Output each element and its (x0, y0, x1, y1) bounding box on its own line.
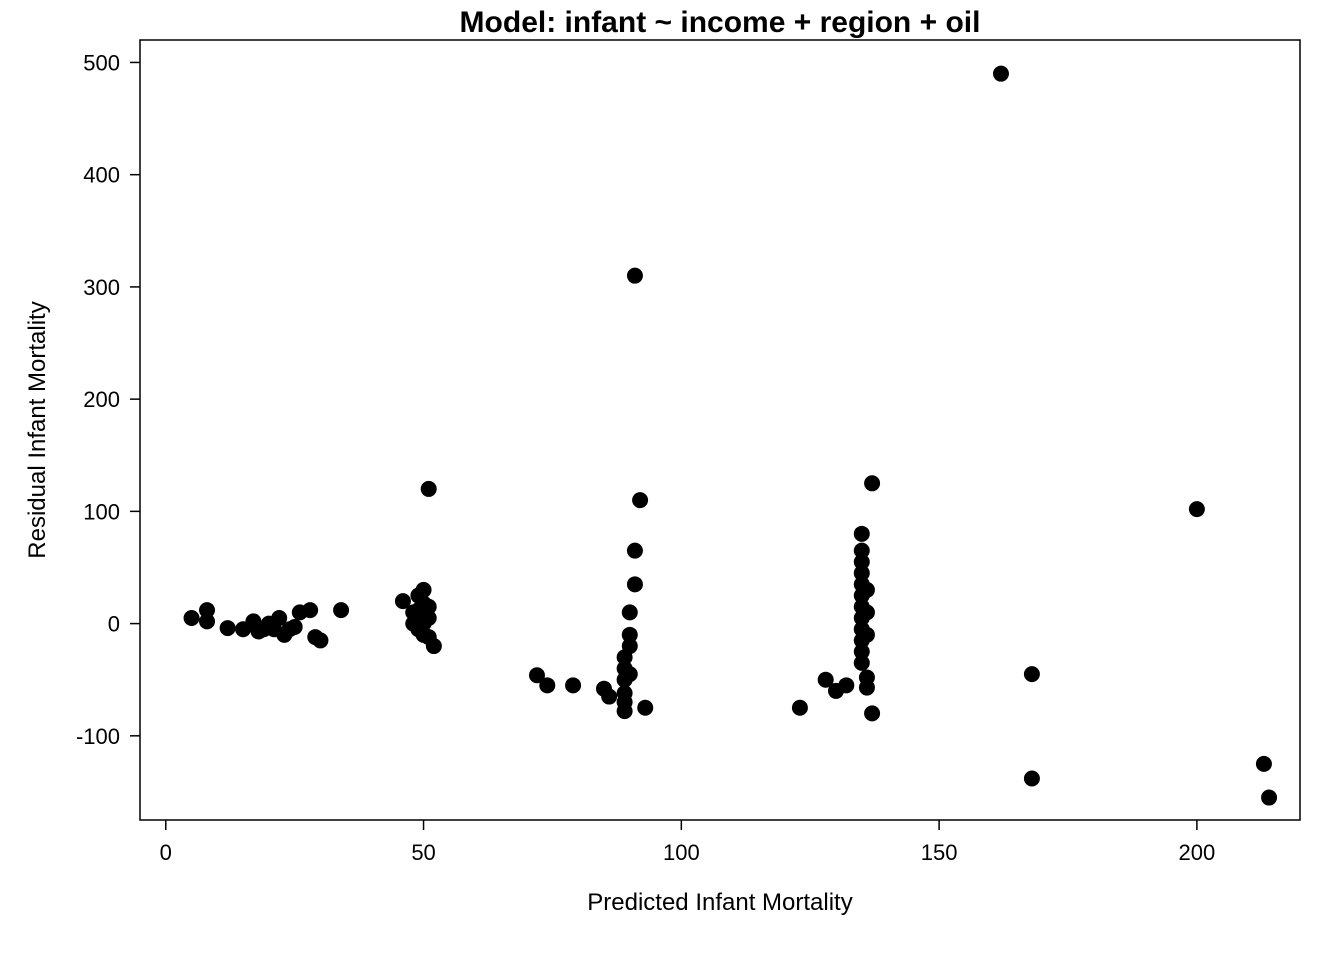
data-point (864, 705, 880, 721)
data-point (1024, 770, 1040, 786)
chart-title: Model: infant ~ income + region + oil (460, 6, 981, 39)
data-point (565, 677, 581, 693)
data-point (539, 677, 555, 693)
x-tick-label: 0 (160, 840, 172, 865)
chart-svg: 0 50 100 150 200 -100 0 100 200 300 400 500 Model: i… (0, 0, 1344, 960)
data-point (1024, 666, 1040, 682)
y-tick-label: -100 (76, 724, 120, 749)
data-point (287, 619, 303, 635)
data-point (1189, 501, 1205, 517)
data-point (1261, 790, 1277, 806)
y-axis-label: Residual Infant Mortality (24, 301, 51, 558)
data-point (854, 526, 870, 542)
y-tick-label: 400 (83, 163, 120, 188)
data-point (632, 492, 648, 508)
data-point (601, 689, 617, 705)
y-tick-label: 200 (83, 387, 120, 412)
data-point (622, 604, 638, 620)
data-point (859, 582, 875, 598)
data-point (312, 632, 328, 648)
data-point (333, 602, 349, 618)
data-point (302, 602, 318, 618)
data-point (637, 700, 653, 716)
y-tick-label: 500 (83, 50, 120, 75)
x-tick-label: 100 (663, 840, 700, 865)
data-point (627, 268, 643, 284)
data-point (184, 610, 200, 626)
x-axis-label: Predicted Infant Mortality (587, 889, 852, 916)
data-point (426, 638, 442, 654)
data-point (792, 700, 808, 716)
y-tick-label: 300 (83, 275, 120, 300)
data-point (421, 610, 437, 626)
data-point (859, 604, 875, 620)
y-tick-label: 100 (83, 499, 120, 524)
data-point (617, 703, 633, 719)
x-tick-label: 50 (411, 840, 435, 865)
data-point (859, 680, 875, 696)
data-point (627, 576, 643, 592)
data-point (421, 481, 437, 497)
data-point (622, 666, 638, 682)
data-point (220, 620, 236, 636)
data-point (854, 655, 870, 671)
x-tick-label: 150 (921, 840, 958, 865)
data-point (838, 677, 854, 693)
data-point (859, 627, 875, 643)
data-point (993, 66, 1009, 82)
y-tick-label: 0 (108, 612, 120, 637)
scatter-chart: 0 50 100 150 200 -100 0 100 200 300 400 500 Model: i… (0, 0, 1344, 960)
data-point (199, 613, 215, 629)
x-tick-label: 200 (1179, 840, 1216, 865)
data-point (622, 638, 638, 654)
data-point (1256, 756, 1272, 772)
data-point (864, 475, 880, 491)
data-point (627, 543, 643, 559)
